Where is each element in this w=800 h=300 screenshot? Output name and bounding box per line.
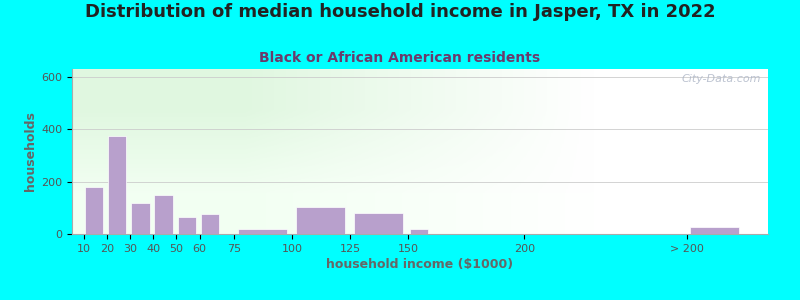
Bar — [154, 195, 173, 234]
Text: City-Data.com: City-Data.com — [682, 74, 761, 84]
Bar — [354, 213, 402, 234]
Bar — [238, 229, 286, 234]
Bar — [85, 187, 103, 234]
Bar — [690, 227, 739, 234]
Text: Distribution of median household income in Jasper, TX in 2022: Distribution of median household income … — [85, 3, 715, 21]
X-axis label: household income ($1000): household income ($1000) — [326, 258, 514, 271]
Bar — [201, 214, 219, 234]
Bar — [108, 136, 126, 234]
Bar — [296, 206, 345, 234]
Text: Black or African American residents: Black or African American residents — [259, 51, 541, 65]
Bar — [178, 217, 196, 234]
Bar — [131, 202, 150, 234]
Y-axis label: households: households — [24, 112, 37, 191]
Bar — [410, 229, 428, 234]
